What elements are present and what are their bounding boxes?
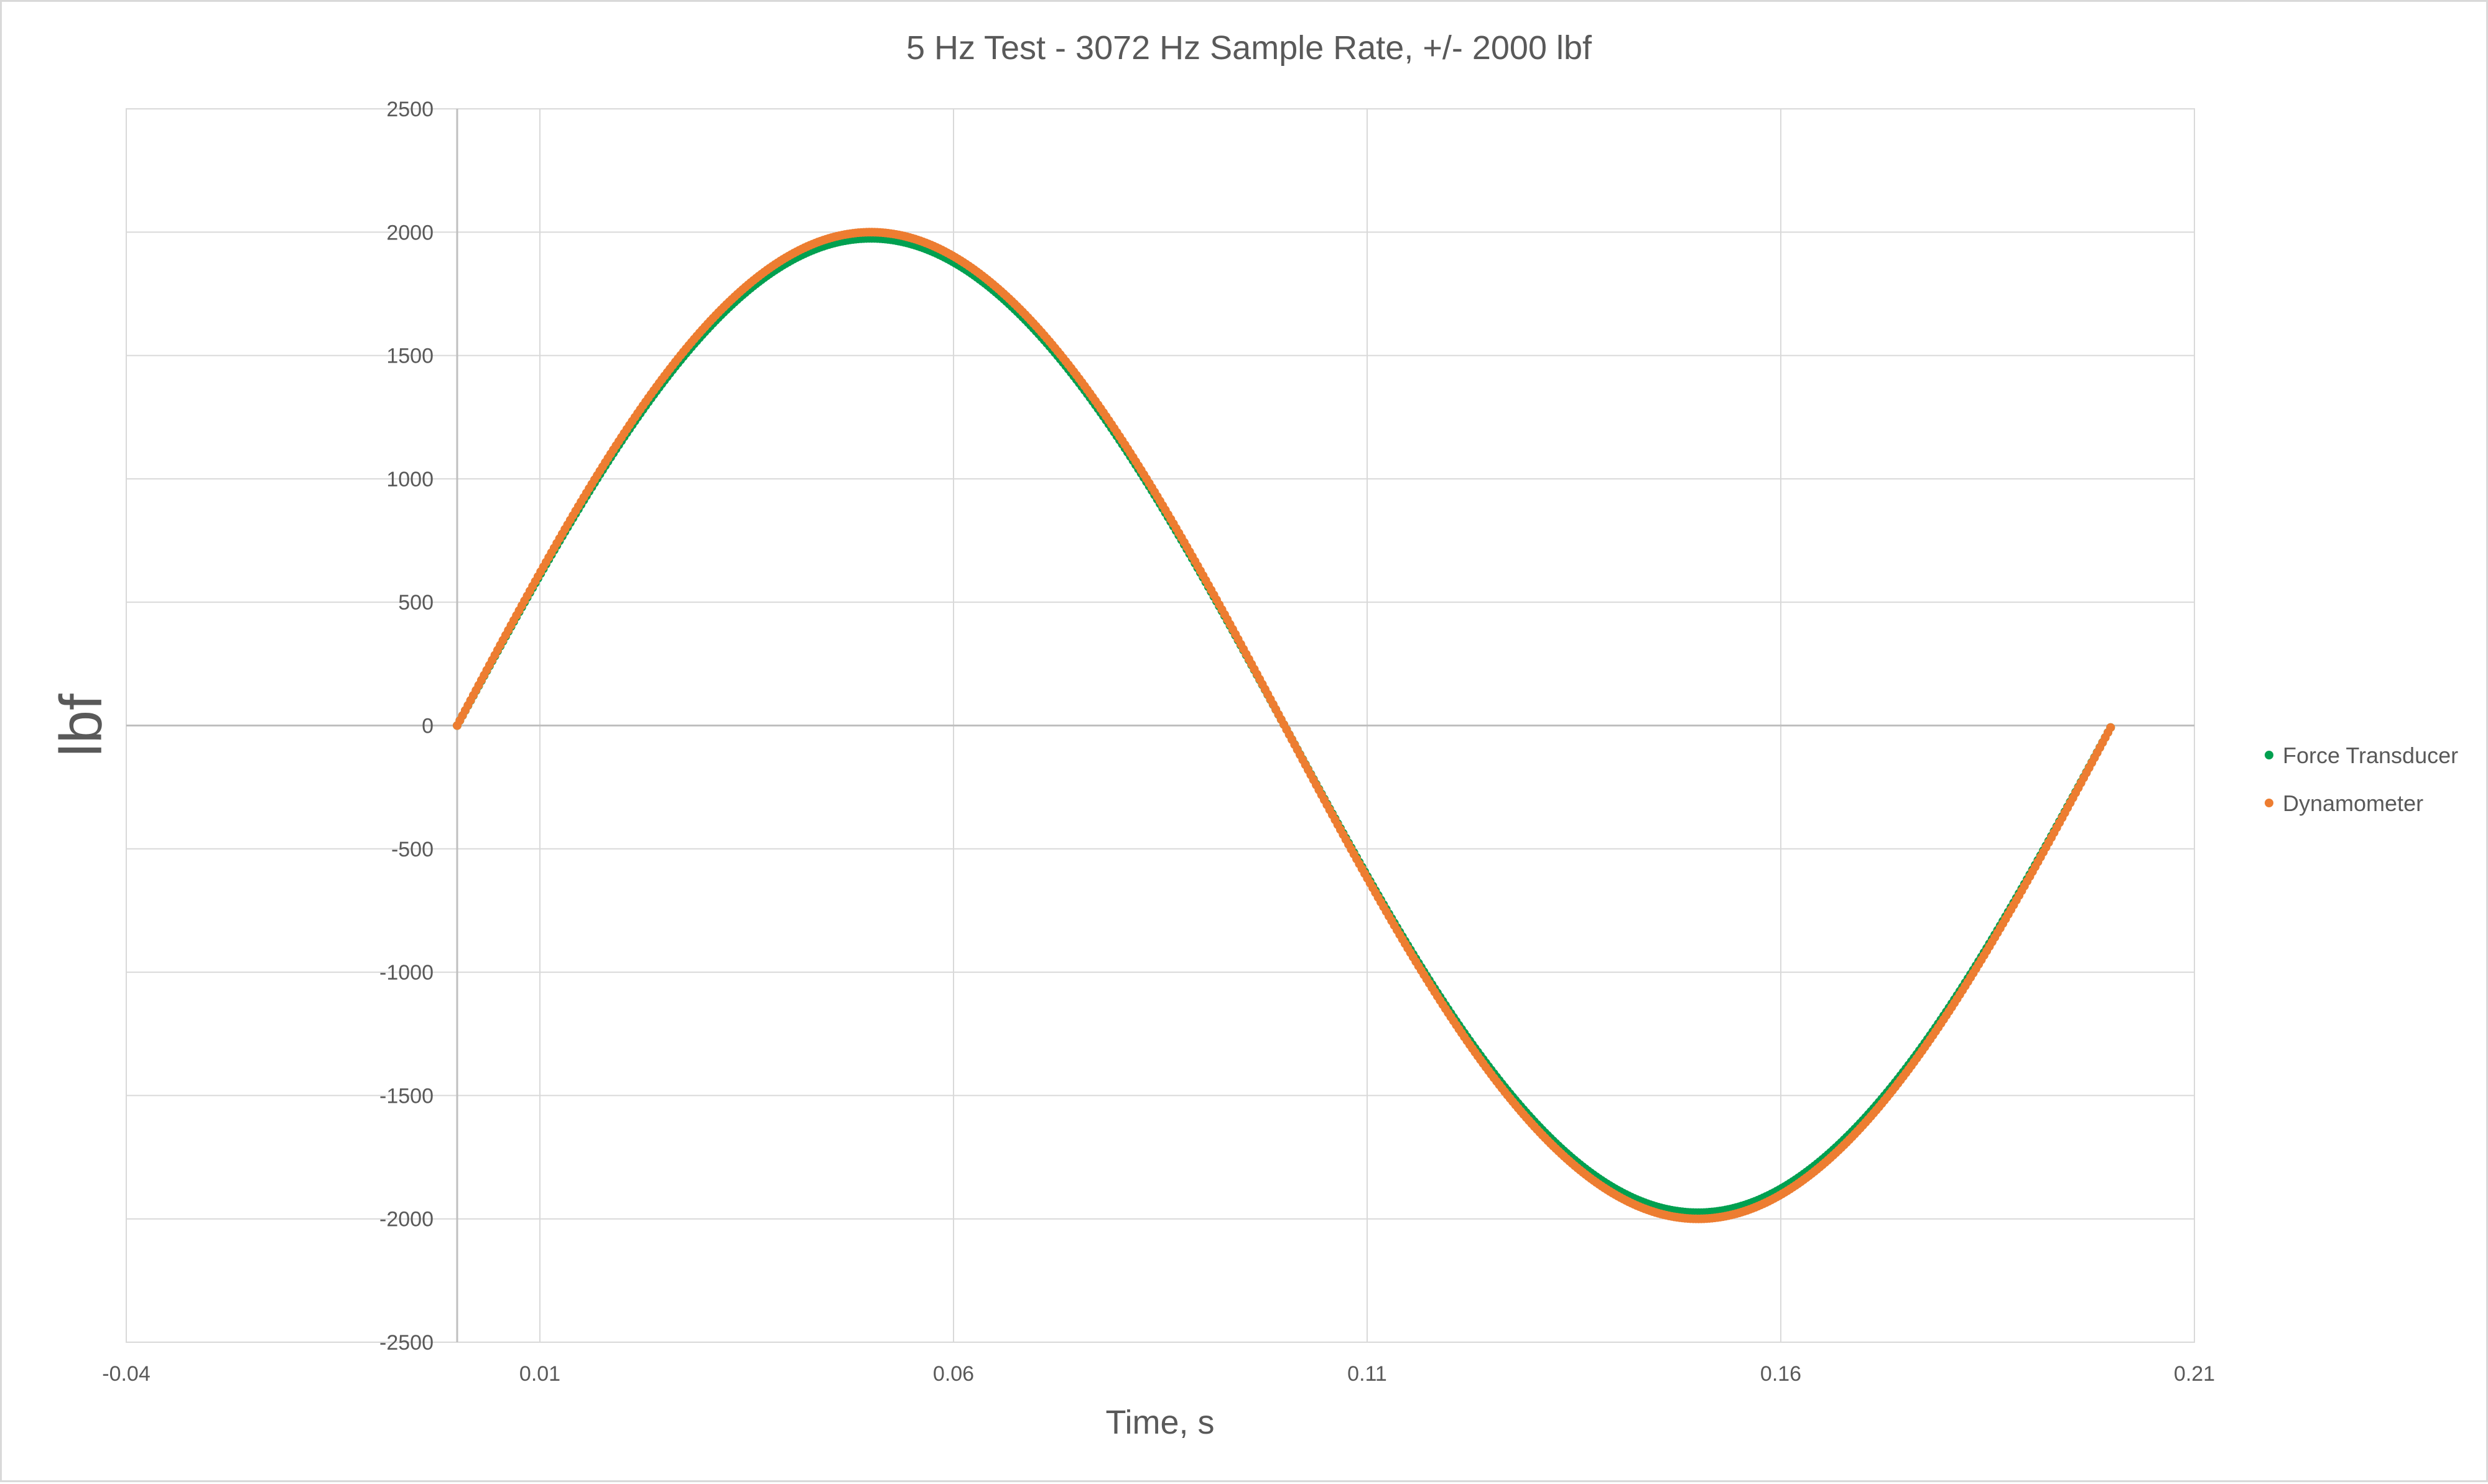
x-tick-label: 0.21 [2174,1362,2215,1386]
x-tick-label: 0.01 [519,1362,560,1386]
legend-marker-force-transducer [2265,751,2273,759]
x-axis-label: Time, s [1106,1404,1215,1441]
y-axis-label: lbf [48,693,114,757]
y-tick-label: 2000 [386,221,434,244]
y-tick-label: 0 [422,715,434,738]
y-tick-label: -1500 [379,1084,434,1108]
chart-title: 5 Hz Test - 3072 Hz Sample Rate, +/- 200… [906,29,1592,67]
x-tick-label: 0.11 [1347,1362,1387,1386]
legend: Force Transducer Dynamometer [2265,743,2458,816]
y-tick-label: -500 [391,838,434,861]
tick-label-layer: -2500 -2000 -1500 -1000 -500 0 500 1000 1500 2000… [102,98,2215,1386]
legend-label-force-transducer: Force Transducer [2283,743,2458,768]
legend-marker-dynamometer [2265,799,2273,807]
data-point [2106,723,2115,732]
y-tick-label: 1500 [386,345,434,368]
series-dynamometer [453,228,2115,1223]
y-tick-label: -2500 [379,1331,434,1355]
legend-label-dynamometer: Dynamometer [2283,791,2423,816]
x-tick-label: -0.04 [102,1362,151,1386]
x-tick-label: 0.16 [1760,1362,1801,1386]
axis-layer [126,109,2194,1342]
y-tick-label: 2500 [386,98,434,121]
y-tick-label: 500 [398,591,434,614]
series-layer [453,228,2115,1223]
x-tick-label: 0.06 [933,1362,974,1386]
y-tick-label: -2000 [379,1208,434,1231]
y-tick-label: -1000 [379,961,434,985]
y-tick-label: 1000 [386,468,434,491]
